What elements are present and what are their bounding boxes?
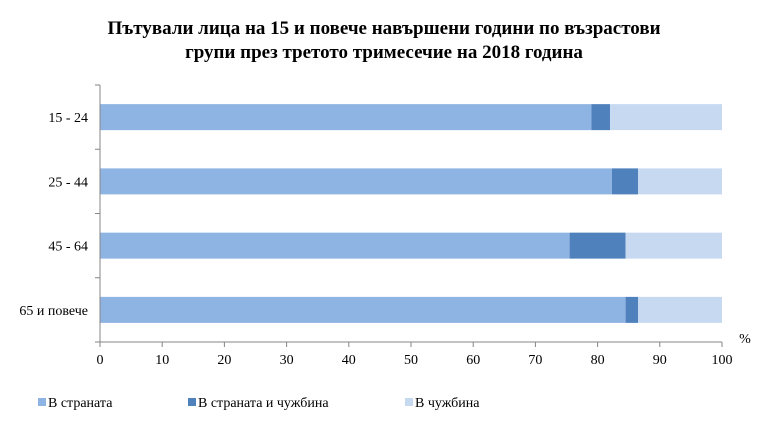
x-tick-label: 70 [528,353,542,368]
y-tick-label: 45 - 64 [48,240,88,255]
x-tick-label: 0 [97,353,104,368]
chart-title-line-2: групи през третото тримесечие на 2018 го… [185,42,583,63]
bar-segment-3-row-3 [625,232,722,259]
x-tick-label: 80 [591,353,605,368]
plot-area: 15 - 24 25 - 44 45 - 64 65 и повече 0 10 20 30 4… [19,84,733,368]
bar-segment-1-row-2 [100,168,612,195]
legend-swatch-3 [405,398,413,406]
x-tick-label: 20 [217,353,231,368]
bar-segment-2-row-1 [591,104,611,131]
legend-label-1: В страната [48,396,113,411]
x-tick-label: 40 [342,353,356,368]
bar-segment-1-row-3 [100,232,570,259]
y-tick-label: 15 - 24 [48,111,88,126]
x-tick-label: 30 [280,353,294,368]
x-tick-label: 10 [155,353,169,368]
legend-label-2: В страната и чужбина [198,396,329,411]
bar-segment-2-row-2 [611,168,639,195]
x-tick-label: 60 [466,353,480,368]
y-tick-label: 65 и повече [19,304,88,319]
bar-segment-1-row-4 [100,296,626,323]
legend-label-3: В чужбина [415,396,480,411]
x-tick-label: 50 [404,353,418,368]
bar-segment-2-row-3 [569,232,626,259]
x-tick-label: 90 [653,353,667,368]
x-tick-label: 100 [712,353,733,368]
bar-segment-3-row-2 [638,168,722,195]
bar-segment-3-row-4 [638,296,722,323]
bar-segment-3-row-1 [610,104,722,131]
x-axis-unit: % [739,332,751,347]
chart-title-line-1: Пътували лица на 15 и повече навършени г… [107,18,660,39]
bar-segment-1-row-1 [100,104,592,131]
legend-swatch-1 [38,398,46,406]
bar-segment-2-row-4 [625,296,639,323]
chart-title: Пътували лица на 15 и повече навършени г… [107,18,660,63]
legend: В страната В страната и чужбина В чужбина [38,396,480,411]
legend-swatch-2 [188,398,196,406]
y-tick-label: 25 - 44 [48,175,88,190]
